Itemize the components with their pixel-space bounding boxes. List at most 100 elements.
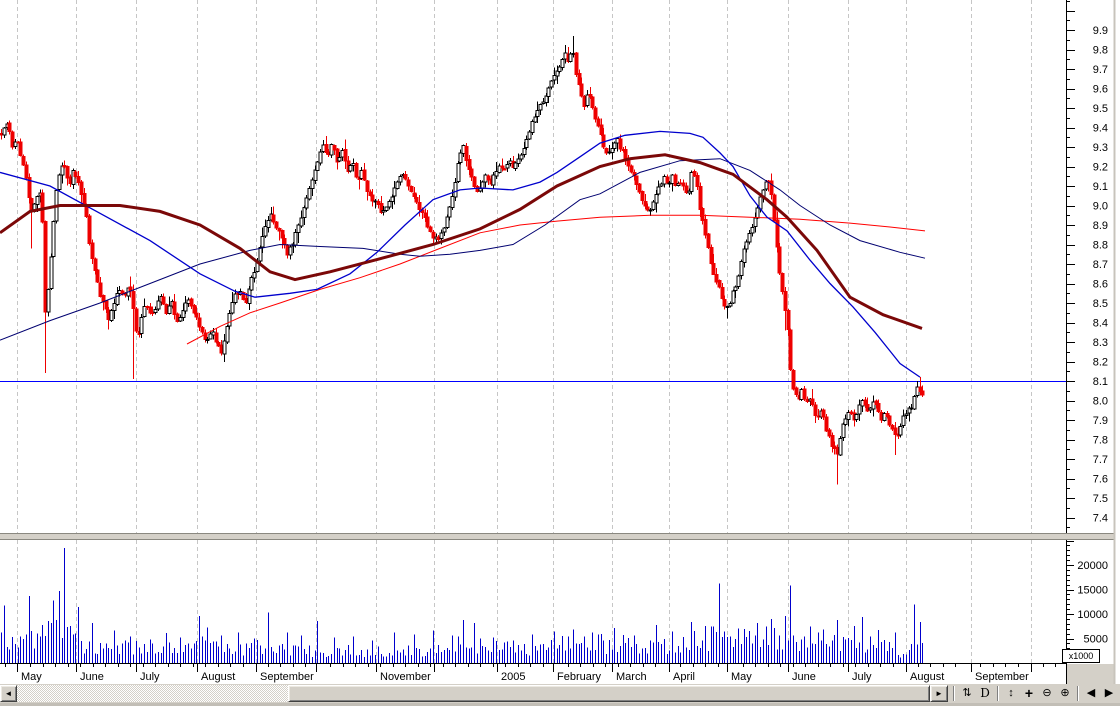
price-axis-label: 8.6: [1093, 279, 1108, 291]
candle-body-up: [659, 183, 664, 187]
candle-body-down: [431, 232, 436, 239]
volume-axis-label: 20000: [1077, 560, 1108, 572]
candle-body-down: [362, 169, 367, 181]
candle-body-down: [720, 286, 725, 299]
candle-body-down: [717, 280, 722, 288]
candle-body-up: [524, 139, 529, 149]
candle-body-up: [109, 310, 114, 321]
price-axis-label: 8.2: [1093, 357, 1108, 369]
candle-body-down: [821, 409, 826, 418]
candle-body-down: [590, 96, 595, 109]
candle-body-down: [343, 149, 348, 162]
candle-body-up: [838, 437, 843, 456]
candle-body-up: [505, 163, 510, 169]
candle-body-up: [898, 425, 903, 436]
candle-body-down: [827, 429, 832, 437]
zoom-in-icon[interactable]: ⊕: [1060, 687, 1070, 699]
candle-body-up: [302, 206, 307, 218]
scrollbar-left-arrow[interactable]: ◄: [0, 685, 17, 702]
x-axis-month-label: August: [201, 671, 235, 683]
candle-body-up: [480, 181, 485, 189]
candle-body-down: [692, 171, 697, 177]
price-axis-label: 8.7: [1093, 259, 1108, 271]
candle-body-down: [403, 174, 408, 180]
candle-body-down: [27, 176, 32, 198]
periodicity-daily-icon[interactable]: D: [980, 686, 990, 700]
candle-body-up: [568, 53, 573, 62]
toolbar-separator: [1077, 686, 1079, 701]
scrollbar-track[interactable]: [17, 685, 288, 702]
bottom-bar: ◄ ► ⇅D↕+⊖⊕◀▶▤: [0, 684, 1120, 706]
scroll-right-icon[interactable]: ▶: [1104, 687, 1114, 699]
candle-body-down: [643, 200, 648, 207]
candle-body-up: [439, 232, 444, 240]
candle-body-down: [376, 201, 381, 206]
candle-body-up: [181, 310, 186, 318]
volume-axis-label: 10000: [1077, 609, 1108, 621]
price-axis-label: 9.5: [1093, 103, 1108, 115]
candle-body-down: [876, 402, 881, 413]
price-axis-label: 9.9: [1093, 25, 1108, 37]
candle-body-down: [893, 427, 898, 436]
candle-body-down: [769, 180, 774, 196]
candle-body-up: [728, 302, 733, 307]
candle-body-down: [791, 369, 796, 390]
candle-body-down: [324, 143, 329, 153]
price-axis-label: 8.4: [1093, 318, 1108, 330]
date-row-bg: [0, 664, 1066, 684]
scrollbar-thumb[interactable]: [288, 685, 930, 702]
refresh-scale-icon[interactable]: ⇅: [962, 687, 972, 699]
candle-body-down: [79, 181, 84, 195]
candle-body-down: [197, 317, 202, 328]
x-axis-month-label: July: [852, 671, 872, 683]
candle-body-up: [742, 248, 747, 263]
candle-body-up: [552, 75, 557, 81]
candle-body-down: [502, 168, 507, 171]
candle-body-up: [871, 401, 876, 410]
price-axis-label: 9.6: [1093, 84, 1108, 96]
candle-body-down: [271, 214, 276, 223]
candle-body-up: [530, 120, 535, 133]
candle-body-down: [82, 192, 87, 205]
candle-body-up: [153, 308, 158, 313]
candle-body-up: [348, 164, 353, 172]
candle-body-up: [533, 116, 538, 123]
candle-body-up: [846, 412, 851, 420]
ma-red-thin: [186, 214, 926, 345]
candle-body-down: [469, 168, 474, 178]
candle-body-up: [398, 175, 403, 183]
candle-body-up: [252, 272, 257, 279]
candle-body-up: [139, 316, 144, 335]
x-axis-month-label: April: [673, 671, 695, 683]
pan-icon[interactable]: +: [1024, 685, 1034, 701]
candle-body-down: [214, 332, 219, 343]
scrollbar-right-arrow[interactable]: ►: [930, 685, 948, 702]
candle-body-down: [579, 83, 584, 97]
candle-body-up: [442, 227, 447, 233]
fit-vertical-icon[interactable]: ↕: [1008, 687, 1014, 699]
candle-body-up: [299, 217, 304, 227]
candle-body-up: [167, 305, 172, 315]
candle-body-up: [445, 216, 450, 228]
candle-body-up: [731, 290, 736, 304]
candle-body-up: [901, 415, 906, 426]
candle-body-up: [843, 418, 848, 425]
candle-body-down: [428, 226, 433, 233]
volume-multiplier-badge: x1000: [1062, 649, 1100, 663]
zoom-out-icon[interactable]: ⊖: [1042, 687, 1052, 699]
candle-body-up: [549, 80, 554, 88]
candle-body-up: [527, 131, 532, 140]
panel-splitter: [0, 533, 1114, 540]
candle-body-down: [887, 415, 892, 426]
scroll-left-icon[interactable]: ◀: [1086, 687, 1096, 699]
toolbar-separator: [953, 686, 955, 701]
candle-body-up: [315, 161, 320, 171]
candle-body-up: [516, 158, 521, 165]
price-axis-label: 7.5: [1093, 493, 1108, 505]
chart-canvas[interactable]: 9.9 9.8 9.7 9.6 9.5 9.4 9.3 9.2 9.1 9.0 8.9 8.8 8.7 8…: [0, 0, 1120, 685]
x-axis-month-label: November: [380, 671, 431, 683]
candle-body-up: [651, 201, 656, 210]
candle-body-down: [332, 145, 337, 151]
candle-body-down: [577, 72, 582, 86]
